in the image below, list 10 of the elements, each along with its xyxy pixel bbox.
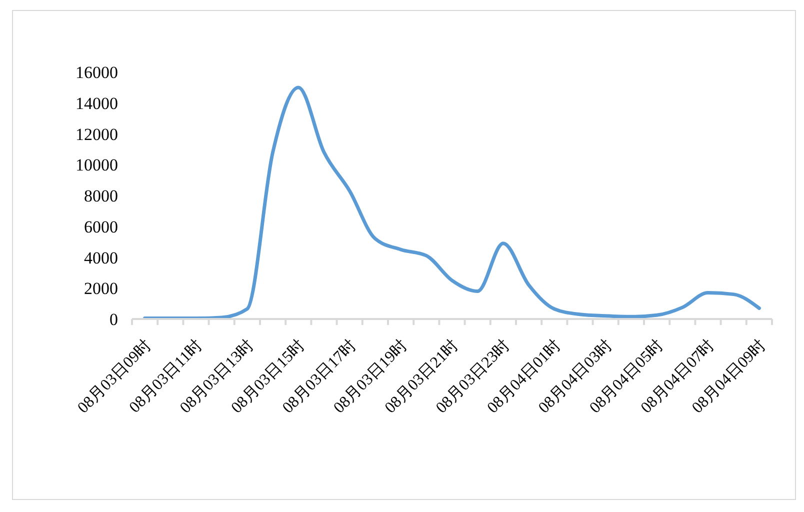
y-tick-label: 0 [110, 310, 118, 330]
y-tick-label: 10000 [76, 156, 118, 175]
y-tick-label: 12000 [76, 124, 118, 144]
y-tick-label: 14000 [76, 94, 118, 113]
y-tick-label: 4000 [84, 248, 118, 268]
y-tick-label: 2000 [84, 279, 118, 298]
y-tick-label: 16000 [76, 63, 118, 82]
y-tick-label: 8000 [84, 186, 118, 206]
line-series [143, 86, 761, 319]
y-tick-label: 6000 [84, 217, 118, 236]
